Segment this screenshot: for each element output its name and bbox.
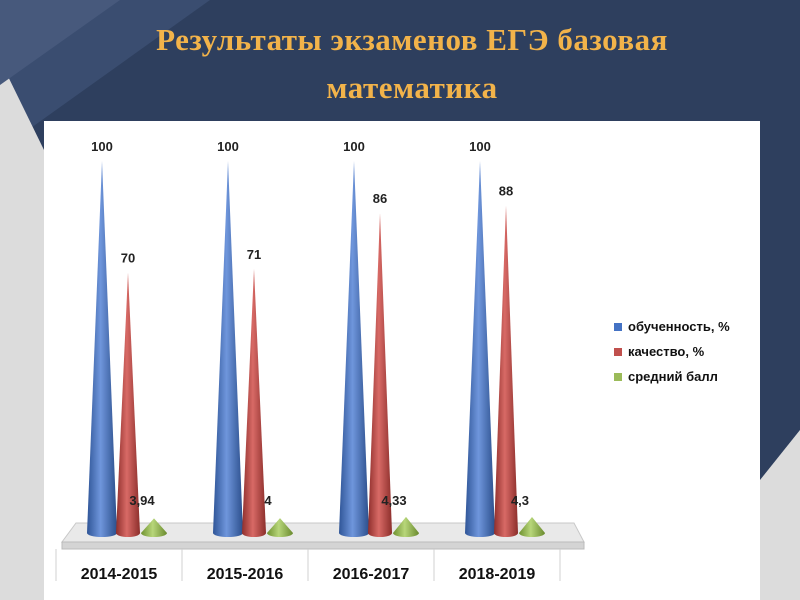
category-label: 2018-2019: [459, 566, 536, 583]
legend-label-series-3: средний балл: [628, 369, 718, 384]
data-label-series-1: 100: [343, 139, 365, 154]
cone-series-1-2014-2015: [87, 161, 117, 537]
data-label-series-2: 88: [499, 184, 513, 199]
chart-marks: [87, 161, 545, 537]
cone-series-2-2016-2017: [368, 213, 392, 537]
cone-series-2-2015-2016: [242, 268, 266, 537]
data-label-series-2: 70: [121, 251, 135, 266]
cone-series-3-2018-2019: [519, 517, 545, 537]
legend-swatch-series-1: [614, 323, 622, 331]
data-label-series-1: 100: [91, 139, 113, 154]
slide-title-line-2: математика: [326, 70, 498, 105]
chart-panel: 100 70 3,94 2014-2015 100 71 4 2015-2016 100 86 4,…: [44, 121, 760, 600]
legend-swatch-series-2: [614, 348, 622, 356]
legend-label-series-2: качество, %: [628, 344, 705, 359]
cone-series-3-2014-2015: [141, 518, 167, 537]
chart-labels: 100 70 3,94 2014-2015 100 71 4 2015-2016 100 86 4,…: [81, 139, 536, 583]
data-label-series-1: 100: [469, 139, 491, 154]
chart-legend: обученность, % качество, % средний балл: [614, 319, 730, 384]
data-label-series-2: 86: [373, 191, 387, 206]
cone-series-3-2015-2016: [267, 518, 293, 537]
legend-label-series-1: обученность, %: [628, 319, 730, 334]
legend-swatch-series-3: [614, 373, 622, 381]
cone-series-1-2018-2019: [465, 161, 495, 537]
chart-floor: [55, 522, 585, 581]
category-label: 2014-2015: [81, 566, 158, 583]
cone-series-1-2015-2016: [213, 161, 243, 537]
cone-series-3-2016-2017: [393, 516, 419, 537]
cone-series-2-2014-2015: [116, 272, 140, 537]
category-label: 2015-2016: [207, 566, 284, 583]
category-label: 2016-2017: [333, 566, 410, 583]
cone-series-1-2016-2017: [339, 161, 369, 537]
cone-series-2-2018-2019: [494, 205, 518, 537]
data-label-series-3: 4,33: [381, 493, 406, 508]
slide-title-line-1: Результаты экзаменов ЕГЭ базовая: [156, 22, 668, 57]
data-label-series-1: 100: [217, 139, 239, 154]
cone-chart: 100 70 3,94 2014-2015 100 71 4 2015-2016 100 86 4,…: [55, 139, 730, 583]
data-label-series-3: 4: [264, 493, 272, 508]
data-label-series-3: 4,3: [511, 493, 529, 508]
chart-floor-edge: [61, 541, 585, 550]
data-label-series-2: 71: [247, 247, 261, 262]
data-label-series-3: 3,94: [129, 493, 155, 508]
